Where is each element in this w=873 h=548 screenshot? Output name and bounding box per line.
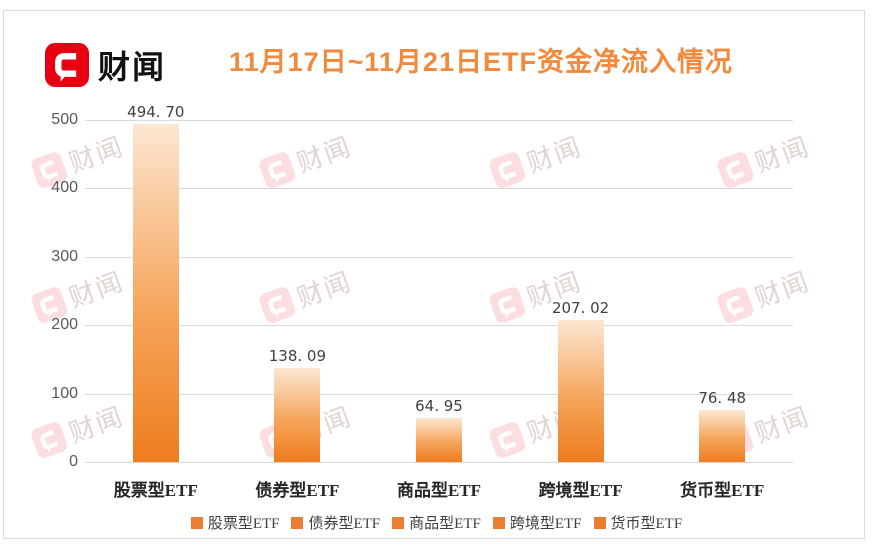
gridline-100: [85, 393, 793, 395]
caiwen-logo: 财闻: [45, 42, 166, 88]
gridline-300: [85, 256, 793, 258]
y-axis-label-100: 100: [51, 384, 78, 402]
bar-value-label: 494. 70: [127, 102, 185, 121]
legend-swatch: [190, 516, 203, 529]
legend-item: 债券型ETF: [291, 512, 380, 533]
x-axis-label-跨境型ETF: 跨境型ETF: [538, 481, 623, 500]
chart-title: 11月17日~11月21日ETF资金净流入情况: [229, 47, 733, 77]
gridline-500: [85, 120, 793, 121]
legend-swatch: [392, 516, 405, 529]
legend-item: 跨境型ETF: [492, 512, 582, 533]
legend-label: 股票型ETF: [207, 516, 280, 532]
bar-商品型ETF: [416, 417, 462, 462]
bar-value-label: 138. 09: [268, 346, 327, 365]
legend-label: 货币型ETF: [610, 516, 683, 532]
x-axis-label-股票型ETF: 股票型ETF: [113, 481, 198, 500]
bar-货币型ETF: [699, 409, 746, 462]
y-axis-label-0: 0: [69, 453, 78, 470]
legend-label: 债券型ETF: [308, 516, 381, 532]
legend: 股票型ETF 债券型ETF 商品型ETF 跨境型ETF 货币型ETF: [0, 512, 873, 533]
legend-item: 股票型ETF: [190, 512, 280, 533]
legend-item: 货币型ETF: [593, 512, 683, 533]
bar-value-label: 64. 95: [415, 396, 463, 415]
legend-item: 商品型ETF: [392, 512, 481, 533]
bar-债券型ETF: [274, 367, 321, 462]
legend-label: 跨境型ETF: [509, 516, 582, 532]
bar-value-label: 76. 48: [698, 388, 747, 407]
y-axis-label-400: 400: [51, 179, 78, 197]
y-axis-label-300: 300: [51, 247, 78, 265]
bar-跨境型ETF: [557, 320, 604, 462]
caiwen-speech-bubble-icon: [45, 43, 89, 87]
bar-股票型ETF: [132, 123, 179, 462]
legend-swatch: [492, 516, 505, 529]
gridline-200: [85, 325, 793, 327]
legend-swatch: [593, 516, 606, 529]
bar-value-label: 207. 02: [551, 299, 610, 318]
logo-text: 财闻: [98, 49, 167, 85]
x-axis-label-商品型ETF: 商品型ETF: [396, 481, 482, 500]
gridline-0: [85, 462, 793, 463]
legend-swatch: [291, 516, 304, 529]
x-axis-label-债券型ETF: 债券型ETF: [255, 481, 340, 500]
y-axis-label-500: 500: [51, 111, 78, 128]
legend-label: 商品型ETF: [409, 516, 481, 532]
y-axis-label-200: 200: [51, 316, 78, 334]
gridline-400: [85, 188, 793, 190]
x-axis-label-货币型ETF: 货币型ETF: [680, 481, 765, 500]
